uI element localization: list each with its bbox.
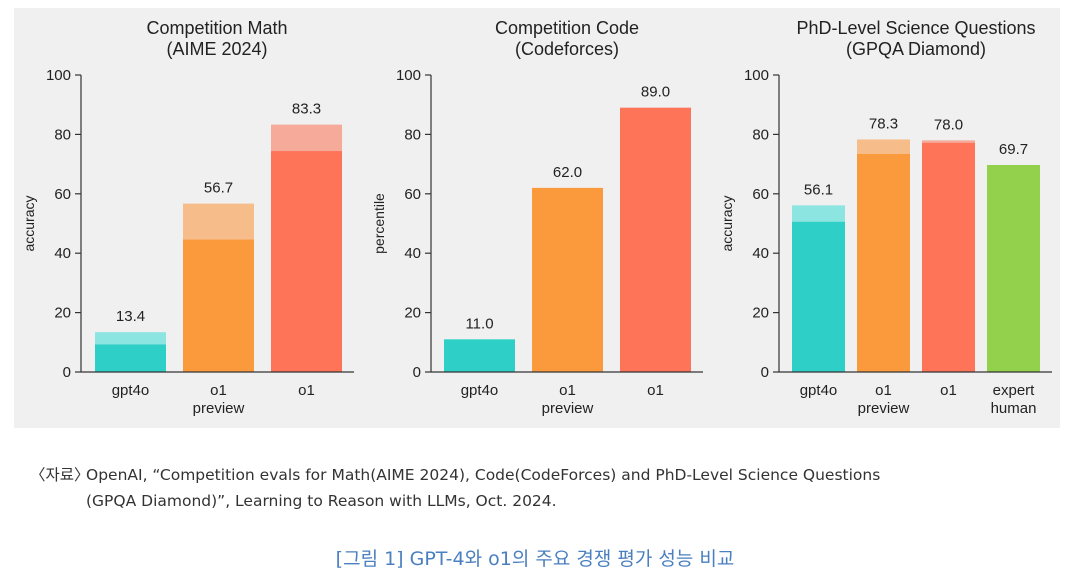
chart-2-category-label-1: gpt4o xyxy=(461,382,499,399)
chart-3-y-tick-label: 20 xyxy=(752,305,769,322)
chart-3-y-tick-label: 60 xyxy=(752,186,769,203)
chart-1-bar-3 xyxy=(271,151,342,372)
source-line-2: (GPQA Diamond)”, Learning to Reason with… xyxy=(86,492,557,510)
chart-1-title: Competition Math (AIME 2024) xyxy=(146,18,287,59)
chart-2-y-tick-label: 20 xyxy=(404,305,421,322)
figure-caption: [그림 1] GPT-4와 o1의 주요 경쟁 평가 성능 비교 xyxy=(335,548,735,570)
chart-2-y-tick-label: 100 xyxy=(396,67,421,84)
chart-2-y-label: percentile xyxy=(371,193,387,254)
chart-2-category-label-3: o1 xyxy=(647,382,664,399)
chart-1-bar-top-3 xyxy=(271,124,342,152)
chart-2-bar-2 xyxy=(532,187,603,372)
chart-1-value-label-1: 13.4 xyxy=(116,308,145,325)
chart-1-category-label-3: o1 xyxy=(298,382,315,399)
source-line-1: OpenAI, “Competition evals for Math(AIME… xyxy=(86,466,881,484)
chart-2-bar-3 xyxy=(620,107,691,373)
chart-1-y-tick-label: 20 xyxy=(54,305,71,322)
chart-2-y-tick-label: 40 xyxy=(404,245,421,262)
source-note: 〈자료〉OpenAI, “Competition evals for Math(… xyxy=(30,462,1050,514)
chart-3-y-label: accuracy xyxy=(719,195,735,251)
chart-3-bar-3 xyxy=(922,142,975,372)
chart-1-value-label-2: 56.7 xyxy=(204,180,233,197)
chart-2-value-label-3: 89.0 xyxy=(641,84,670,101)
chart-1-y-tick-label: 60 xyxy=(54,186,71,203)
chart-1-bar-top-2 xyxy=(183,203,254,240)
chart-3-value-label-4: 69.7 xyxy=(999,141,1028,158)
chart-3-value-label-1: 56.1 xyxy=(804,181,833,198)
chart-3-y-tick-label: 80 xyxy=(752,126,769,143)
chart-1-bar-top-1 xyxy=(95,332,166,345)
chart-2-y-tick-label: 0 xyxy=(413,364,421,381)
chart-3-bar-1 xyxy=(792,221,845,372)
chart-3-y-tick-label: 100 xyxy=(744,67,769,84)
chart-1-bar-1 xyxy=(95,344,166,372)
chart-2-y-tick-label: 80 xyxy=(404,126,421,143)
chart-3-value-label-3: 78.0 xyxy=(934,116,963,133)
chart-3-category-label-4: expert human xyxy=(991,382,1037,417)
chart-3-bar-top-1 xyxy=(792,205,845,222)
chart-3-category-label-3: o1 xyxy=(940,382,957,399)
chart-1-value-label-3: 83.3 xyxy=(292,101,321,118)
chart-3-bar-top-3 xyxy=(922,140,975,143)
chart-1-category-label-1: gpt4o xyxy=(112,382,150,399)
source-prefix: 〈자료〉 xyxy=(30,466,90,484)
chart-3-y-tick-label: 40 xyxy=(752,245,769,262)
chart-1-category-label-2: o1 preview xyxy=(193,382,245,417)
chart-3-bar-4 xyxy=(987,164,1040,372)
chart-3-bar-top-2 xyxy=(857,139,910,155)
chart-3-bar-2 xyxy=(857,154,910,372)
chart-2-title: Competition Code (Codeforces) xyxy=(495,18,639,59)
chart-2-value-label-2: 62.0 xyxy=(553,164,582,181)
chart-3-category-label-2: o1 preview xyxy=(858,382,910,417)
chart-1-y-tick-label: 100 xyxy=(46,67,71,84)
chart-1-y-tick-label: 0 xyxy=(63,364,71,381)
chart-1-y-label: accuracy xyxy=(21,195,37,251)
chart-2-value-label-1: 11.0 xyxy=(465,315,493,332)
chart-3-y-tick-label: 0 xyxy=(761,364,769,381)
chart-3-title: PhD-Level Science Questions (GPQA Diamond… xyxy=(796,18,1035,59)
chart-3-category-label-1: gpt4o xyxy=(800,382,838,399)
chart-2-bar-1 xyxy=(444,339,515,372)
chart-1-y-tick-label: 40 xyxy=(54,245,71,262)
chart-1-y-tick-label: 80 xyxy=(54,126,71,143)
chart-2-category-label-2: o1 preview xyxy=(542,382,594,417)
chart-1-bar-2 xyxy=(183,239,254,372)
chart-2-y-tick-label: 60 xyxy=(404,186,421,203)
charts-figure: Competition Math (AIME 2024) 0 20 40 60 80 100 a… xyxy=(21,18,1052,417)
chart-3-value-label-2: 78.3 xyxy=(869,115,898,132)
